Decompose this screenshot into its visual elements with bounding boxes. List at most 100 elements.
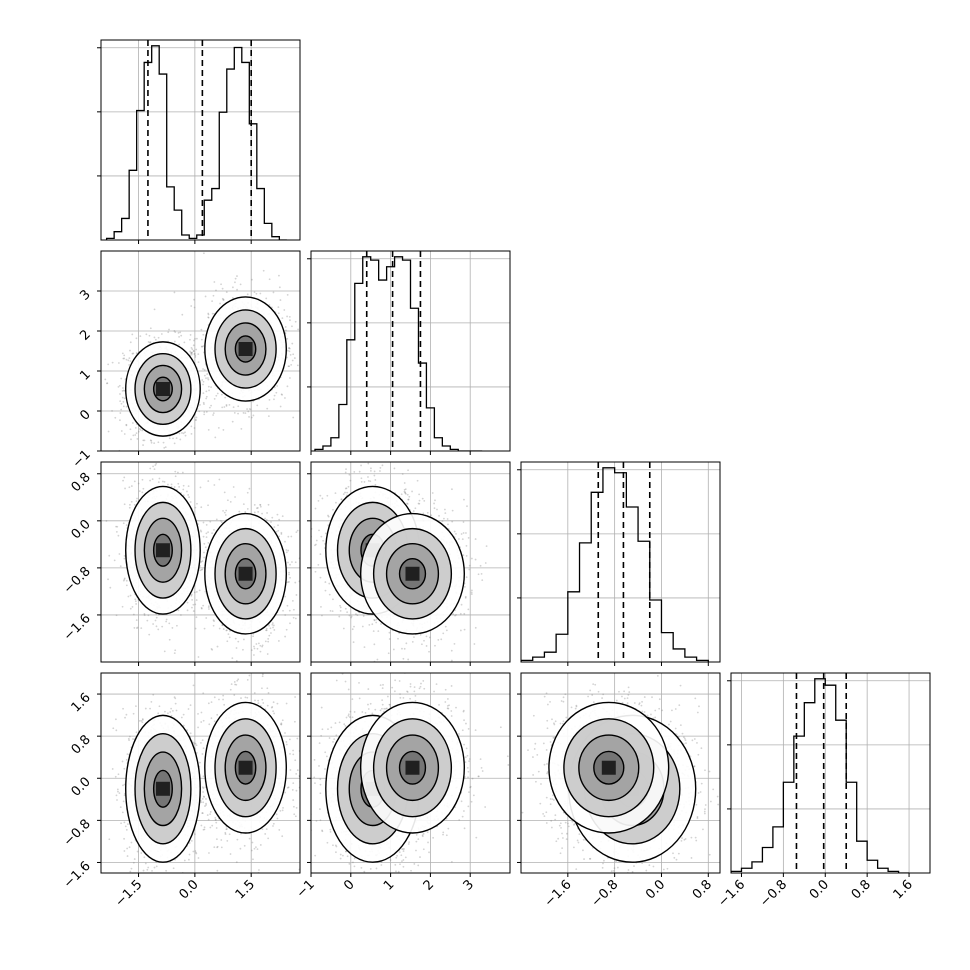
- scatter-point: [130, 438, 132, 441]
- panel-frame: [310, 250, 511, 452]
- scatter-point: [202, 401, 205, 404]
- contour-0-3: [125, 485, 201, 615]
- scatter-point: [119, 412, 122, 414]
- scatter-point: [250, 278, 253, 281]
- scatter-point: [221, 297, 224, 300]
- scatter-point: [127, 595, 130, 598]
- scatter-point: [201, 568, 204, 571]
- scatter-point: [135, 337, 138, 340]
- scatter-point: [123, 433, 126, 435]
- scatter-point: [119, 419, 121, 422]
- scatter-point: [202, 392, 205, 395]
- scatter-point: [154, 338, 157, 341]
- scatter-point: [334, 492, 337, 495]
- panel-plot-area: [101, 40, 300, 240]
- scatter-point: [202, 345, 205, 347]
- scatter-point: [339, 610, 342, 612]
- scatter-point: [123, 357, 126, 360]
- scatter-point: [143, 439, 146, 442]
- scatter-point: [264, 517, 267, 520]
- scatter-point: [218, 478, 221, 481]
- scatter-point: [223, 511, 226, 514]
- scatter-point: [136, 438, 139, 440]
- scatter-point: [187, 485, 190, 488]
- scatter-point: [190, 432, 193, 435]
- scatter-point: [113, 559, 116, 562]
- scatter-point: [108, 554, 111, 557]
- scatter-point: [174, 470, 177, 473]
- scatter-point: [163, 446, 166, 449]
- scatter-point: [213, 397, 216, 400]
- scatter-point: [266, 512, 268, 514]
- scatter-point: [231, 657, 234, 660]
- scatter-point: [231, 420, 234, 423]
- scatter-point: [213, 484, 216, 486]
- scatter-point: [225, 629, 228, 632]
- scatter-point: [192, 350, 195, 353]
- scatter-point: [129, 503, 131, 506]
- scatter-point: [150, 441, 153, 444]
- scatter-point: [286, 604, 289, 607]
- scatter-point: [314, 375, 316, 377]
- scatter-point: [250, 416, 253, 419]
- panel-plot-area: [101, 251, 316, 488]
- scatter-point: [225, 629, 228, 632]
- scatter-point: [182, 488, 185, 491]
- scatter-point: [255, 643, 258, 645]
- scatter-point: [214, 436, 217, 439]
- scatter-point: [296, 364, 299, 367]
- scatter-point: [270, 632, 272, 634]
- scatter-point: [143, 612, 146, 615]
- scatter-point: [131, 605, 134, 608]
- scatter-point: [404, 488, 407, 491]
- scatter-point: [189, 338, 191, 341]
- scatter-point: [134, 600, 137, 603]
- scatter-point: [193, 591, 196, 594]
- scatter-point: [315, 539, 318, 542]
- scatter-point: [118, 384, 121, 387]
- scatter-point: [195, 591, 198, 593]
- scatter-point: [115, 525, 117, 528]
- scatter-point: [380, 459, 382, 461]
- scatter-point: [195, 337, 198, 340]
- scatter-point: [288, 573, 290, 576]
- scatter-point: [204, 546, 207, 549]
- scatter-point: [205, 411, 208, 413]
- scatter-point: [288, 365, 291, 368]
- scatter-point: [178, 460, 180, 462]
- scatter-point: [235, 647, 238, 649]
- scatter-point: [139, 428, 142, 431]
- scatter-point: [123, 578, 126, 581]
- scatter-point: [155, 452, 157, 454]
- histogram-step: [105, 45, 287, 240]
- scatter-point: [367, 476, 369, 478]
- scatter-point: [281, 317, 284, 320]
- scatter-point: [181, 471, 184, 474]
- contour-0-0: [152, 376, 173, 402]
- scatter-point: [151, 486, 153, 488]
- scatter-point: [201, 379, 204, 381]
- scatter-point: [367, 479, 370, 482]
- scatter-point: [225, 291, 228, 294]
- scatter-point: [305, 355, 307, 357]
- scatter-point: [304, 406, 306, 408]
- scatter-point: [237, 412, 239, 415]
- scatter-point: [119, 565, 122, 568]
- scatter-point: [220, 283, 222, 286]
- scatter-point: [279, 299, 282, 301]
- scatter-point: [142, 471, 144, 473]
- scatter-point: [374, 483, 377, 486]
- scatter-point: [148, 341, 151, 344]
- scatter-point: [242, 648, 244, 651]
- scatter-point: [287, 365, 290, 368]
- scatter-point: [401, 441, 403, 443]
- scatter-point: [203, 368, 206, 371]
- scatter-point: [291, 599, 294, 602]
- scatter-point: [303, 376, 305, 378]
- scatter-point: [137, 430, 140, 433]
- panel-frame: [100, 461, 301, 663]
- density-peak-0: [155, 543, 170, 558]
- scatter-point: [238, 676, 240, 678]
- scatter-point: [284, 326, 287, 328]
- scatter-point: [172, 437, 174, 440]
